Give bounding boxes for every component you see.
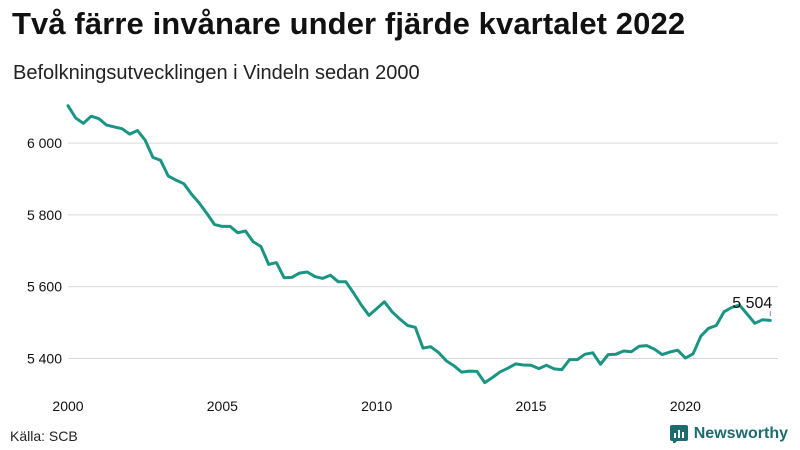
series-layer bbox=[66, 104, 772, 385]
newsworthy-logo-icon bbox=[669, 425, 688, 443]
x-tick-label: 2015 bbox=[515, 398, 546, 414]
gridlines bbox=[68, 142, 778, 360]
x-tick-label: 2020 bbox=[670, 398, 701, 414]
chart-subtitle: Befolkningsutvecklingen i Vindeln sedan … bbox=[13, 62, 420, 84]
source-label: Källa: SCB bbox=[10, 428, 78, 444]
x-tick-label: 2005 bbox=[207, 398, 238, 414]
x-tick-label: 2010 bbox=[361, 398, 392, 414]
y-tick-label: 6 000 bbox=[27, 135, 62, 151]
annotation-label: 5 504 bbox=[732, 295, 772, 312]
brand-name: Newsworthy bbox=[693, 425, 788, 442]
y-tick-label: 5 600 bbox=[27, 279, 62, 295]
annotation-layer: 5 504 bbox=[732, 295, 772, 317]
y-axis-tick-labels: 5 400 5 600 5 800 6 000 bbox=[27, 135, 62, 366]
series-line bbox=[66, 104, 772, 385]
x-axis-tick-labels: 2000 2005 2010 2015 2020 bbox=[52, 398, 701, 414]
chart-title: Två färre invånare under fjärde kvartale… bbox=[12, 6, 686, 41]
y-tick-label: 5 400 bbox=[27, 351, 62, 367]
x-tick-label: 2000 bbox=[52, 398, 83, 414]
brand-logo: Newsworthy bbox=[669, 425, 788, 443]
y-tick-label: 5 800 bbox=[27, 207, 62, 223]
